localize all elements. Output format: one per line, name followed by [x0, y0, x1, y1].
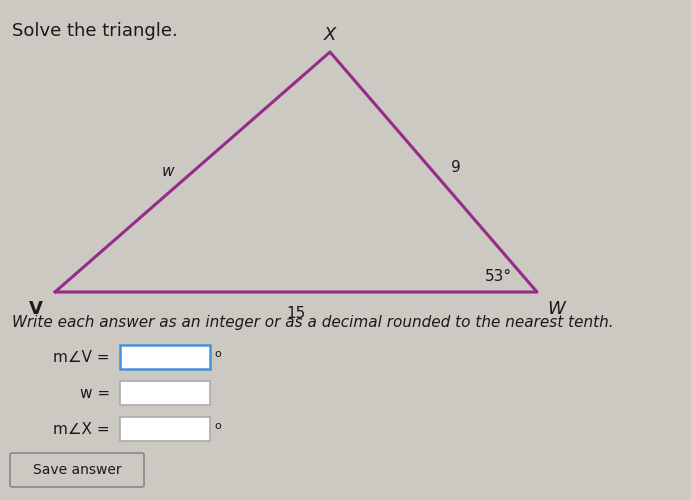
Text: 53°: 53°: [485, 269, 512, 284]
Bar: [120, 381, 210, 405]
Bar: [120, 345, 210, 369]
Text: W: W: [547, 300, 565, 318]
Text: Solve the triangle.: Solve the triangle.: [12, 22, 178, 40]
Text: V: V: [29, 300, 43, 318]
Text: w: w: [162, 164, 175, 180]
Text: X: X: [324, 26, 337, 44]
FancyBboxPatch shape: [10, 453, 144, 487]
Text: 9: 9: [451, 160, 462, 174]
Text: 15: 15: [286, 306, 305, 321]
Text: Write each answer as an integer or as a decimal rounded to the nearest tenth.: Write each answer as an integer or as a …: [12, 315, 614, 330]
Text: w =: w =: [80, 386, 110, 400]
Text: m∠V =: m∠V =: [53, 350, 110, 364]
Text: Save answer: Save answer: [32, 463, 122, 477]
Bar: [120, 417, 210, 441]
Text: o: o: [214, 421, 220, 431]
Text: m∠X =: m∠X =: [53, 422, 110, 436]
Text: o: o: [214, 349, 220, 359]
